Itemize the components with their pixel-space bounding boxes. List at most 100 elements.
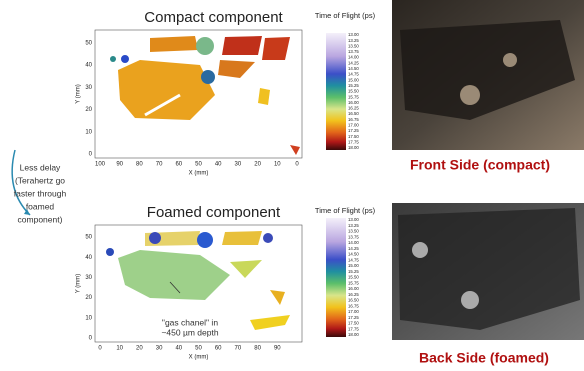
colorbar-label: 17.00 (348, 123, 359, 128)
x-tick-label: 30 (156, 346, 163, 352)
colorbar-label: 14.50 (348, 66, 359, 71)
x-tick-label: 40 (175, 346, 182, 352)
colorbar (326, 33, 346, 150)
y-tick-label: 30 (85, 275, 92, 281)
colorbar-title: Time of Flight (ps) (315, 206, 376, 215)
x-tick-label: 10 (274, 162, 281, 168)
x-axis-label: X (mm) (189, 355, 209, 361)
colorbar-label: 16.75 (348, 303, 359, 308)
colorbar-label: 15.50 (348, 275, 359, 280)
y-tick-label: 30 (85, 85, 92, 91)
x-tick-label: 40 (215, 162, 222, 168)
y-tick-label: 0 (89, 152, 93, 158)
side-note: Less delay (20, 162, 61, 172)
hole (461, 291, 479, 309)
x-tick-label: 60 (215, 346, 222, 352)
hole (412, 242, 428, 258)
x-tick-label: 60 (175, 162, 182, 168)
colorbar-label: 17.50 (348, 321, 359, 326)
colorbar-label: 15.25 (348, 269, 359, 274)
y-tick-label: 40 (85, 63, 92, 69)
colorbar-label: 15.00 (348, 77, 359, 82)
x-tick-label: 20 (136, 346, 143, 352)
colorbar-label: 14.75 (348, 72, 359, 77)
y-tick-label: 40 (85, 255, 92, 261)
colorbar-label: 13.25 (348, 38, 359, 43)
y-tick-label: 10 (85, 129, 92, 135)
colorbar-label: 13.50 (348, 43, 359, 48)
colorbar-label: 16.00 (348, 286, 359, 291)
colorbar-label: 13.75 (348, 234, 359, 239)
y-tick-label: 50 (85, 40, 92, 46)
colorbar-label: 13.50 (348, 229, 359, 234)
colorbar-label: 17.25 (348, 315, 359, 320)
x-tick-label: 80 (136, 162, 143, 168)
colorbar-label: 17.75 (348, 139, 359, 144)
hole (460, 85, 480, 105)
y-tick-label: 20 (85, 295, 92, 301)
x-tick-label: 50 (195, 162, 202, 168)
colorbar-label: 16.00 (348, 100, 359, 105)
x-tick-label: 100 (95, 162, 106, 168)
y-tick-label: 50 (85, 235, 92, 241)
colorbar-label: 13.00 (348, 217, 359, 222)
x-tick-label: 90 (274, 346, 281, 352)
colorbar-label: 18.00 (348, 332, 359, 337)
colorbar-label: 14.00 (348, 240, 359, 245)
colorbar (326, 218, 346, 337)
slide: Front Side (compact) Back Side (foamed) … (0, 0, 584, 371)
hole (503, 53, 517, 67)
plot-title: Foamed component (147, 204, 281, 221)
side-note: foamed (26, 201, 55, 211)
x-tick-label: 20 (254, 162, 261, 168)
colorbar-label: 14.00 (348, 55, 359, 60)
caption: Front Side (compact) (410, 157, 550, 173)
colorbar-label: 17.75 (348, 326, 359, 331)
x-tick-label: 0 (98, 346, 102, 352)
x-axis-label: X (mm) (189, 171, 209, 177)
x-tick-label: 10 (116, 346, 123, 352)
x-tick-label: 50 (195, 346, 202, 352)
side-note: faster through (14, 188, 67, 198)
colorbar-label: 14.50 (348, 252, 359, 257)
colorbar-label: 16.75 (348, 117, 359, 122)
colorbar-label: 13.75 (348, 49, 359, 54)
colorbar-label: 14.25 (348, 246, 359, 251)
colorbar-label: 13.00 (348, 32, 359, 37)
heatmap (110, 36, 300, 155)
colorbar-label: 16.25 (348, 292, 359, 297)
colorbar-label: 13.25 (348, 223, 359, 228)
annotation: ~450 µm depth (161, 327, 218, 337)
x-tick-label: 70 (156, 162, 163, 168)
side-note: component) (18, 214, 63, 224)
colorbar-label: 16.50 (348, 298, 359, 303)
colorbar-label: 15.75 (348, 94, 359, 99)
y-tick-label: 10 (85, 315, 92, 321)
caption: Back Side (foamed) (419, 350, 549, 366)
colorbar-label: 15.25 (348, 83, 359, 88)
colorbar-label: 17.50 (348, 134, 359, 139)
y-tick-label: 0 (89, 336, 93, 342)
colorbar-label: 16.25 (348, 106, 359, 111)
colorbar-label: 14.25 (348, 60, 359, 65)
side-note: (Terahertz go (15, 175, 65, 185)
x-tick-label: 30 (235, 162, 242, 168)
colorbar-title: Time of Flight (ps) (315, 11, 376, 20)
heatmap (106, 231, 290, 330)
colorbar-label: 14.75 (348, 257, 359, 262)
annotation: "gas chanel" in (162, 317, 218, 327)
colorbar-label: 15.75 (348, 280, 359, 285)
x-tick-label: 80 (254, 346, 261, 352)
y-tick-label: 20 (85, 107, 92, 113)
plot-title: Compact component (144, 9, 283, 26)
colorbar-label: 17.25 (348, 128, 359, 133)
y-axis-label: Y (mm) (76, 84, 82, 104)
x-tick-label: 90 (116, 162, 123, 168)
colorbar-label: 15.00 (348, 263, 359, 268)
colorbar-label: 15.50 (348, 89, 359, 94)
colorbar-label: 17.00 (348, 309, 359, 314)
colorbar-label: 16.50 (348, 111, 359, 116)
y-axis-label: Y (mm) (76, 274, 82, 294)
colorbar-label: 18.00 (348, 145, 359, 150)
x-tick-label: 70 (235, 346, 242, 352)
